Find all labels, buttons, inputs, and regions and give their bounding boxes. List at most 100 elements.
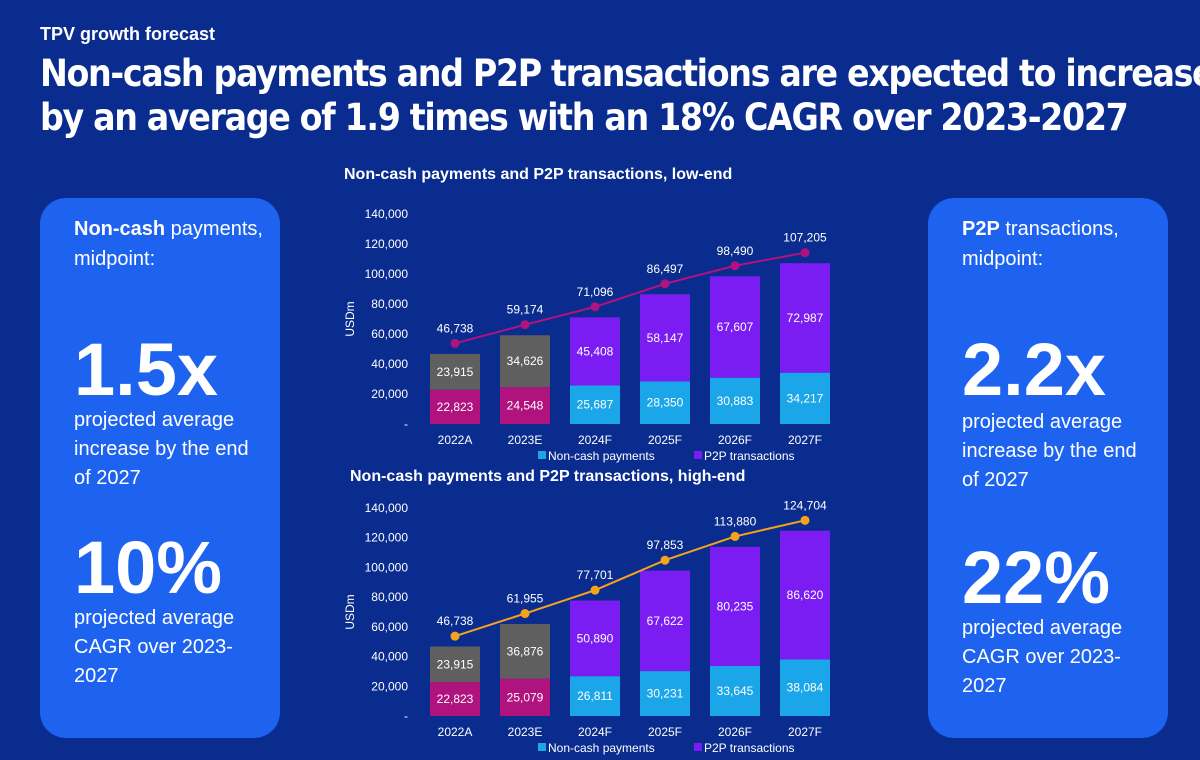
low-total-label: 46,738 bbox=[437, 321, 474, 335]
high-bar-noncash bbox=[710, 666, 760, 716]
high-ytick-label: 80,000 bbox=[371, 590, 408, 604]
high-legend-noncash-label: Non-cash payments bbox=[548, 741, 655, 755]
high-bar-p2p bbox=[780, 530, 830, 660]
high-bar-p2p bbox=[710, 546, 760, 667]
low-label-noncash: 30,883 bbox=[717, 394, 754, 408]
chart-title-low: Non-cash payments and P2P transactions, … bbox=[344, 166, 733, 183]
high-ytick-label: 20,000 bbox=[371, 679, 408, 693]
eyebrow: TPV growth forecast bbox=[40, 24, 216, 44]
high-bar-noncash bbox=[570, 676, 620, 716]
low-ytick-label: 80,000 bbox=[371, 297, 408, 311]
p2p-card-label-line2: midpoint: bbox=[962, 248, 1044, 270]
high-bar-noncash bbox=[430, 682, 480, 716]
low-legend-noncash-label: Non-cash payments bbox=[548, 449, 655, 463]
low-bar-noncash bbox=[500, 387, 550, 424]
high-label-p2p: 67,622 bbox=[647, 614, 684, 628]
low-label-p2p: 34,626 bbox=[507, 354, 544, 368]
high-label-p2p: 50,890 bbox=[577, 631, 614, 645]
noncash-card-label-bold: Non-cash bbox=[74, 218, 166, 240]
high-bar-p2p bbox=[500, 623, 550, 679]
low-total-point bbox=[800, 248, 810, 258]
high-legend-p2p-label: P2P transactions bbox=[704, 741, 795, 755]
high-category-label: 2025F bbox=[648, 725, 682, 739]
high-ytick-label: - bbox=[404, 709, 408, 723]
high-label-noncash: 33,645 bbox=[717, 684, 754, 698]
noncash-stat-cagr: 10% bbox=[74, 526, 223, 609]
low-category-label: 2024F bbox=[578, 433, 612, 447]
low-bar-p2p bbox=[430, 353, 480, 390]
low-ytick-label: 140,000 bbox=[365, 207, 409, 221]
low-bar-p2p bbox=[640, 294, 690, 382]
low-label-noncash: 28,350 bbox=[647, 396, 684, 410]
low-bar-noncash bbox=[710, 377, 760, 424]
low-label-p2p: 72,987 bbox=[787, 311, 824, 325]
low-total-point bbox=[450, 338, 460, 348]
low-bar-p2p bbox=[710, 276, 760, 378]
low-label-noncash: 34,217 bbox=[787, 391, 824, 405]
noncash-card-label-rest: payments, bbox=[165, 218, 263, 240]
low-label-p2p: 45,408 bbox=[577, 344, 614, 358]
low-total-point bbox=[520, 320, 530, 330]
noncash-stat-multiplier-desc: projected average increase by the end of… bbox=[74, 409, 249, 489]
low-category-label: 2022A bbox=[438, 433, 473, 447]
high-category-label: 2022A bbox=[438, 725, 473, 739]
p2p-stat-multiplier: 2.2x bbox=[962, 328, 1107, 411]
low-total-line bbox=[454, 251, 806, 345]
low-bar-p2p bbox=[570, 317, 620, 386]
high-ytick-label: 100,000 bbox=[365, 560, 409, 574]
high-category-label: 2024F bbox=[578, 725, 612, 739]
low-label-p2p: 67,607 bbox=[717, 320, 754, 334]
low-total-label: 59,174 bbox=[507, 303, 544, 317]
low-total-label: 107,205 bbox=[783, 231, 827, 245]
high-label-p2p: 80,235 bbox=[717, 599, 754, 613]
low-legend-p2p-label: P2P transactions bbox=[704, 449, 795, 463]
low-category-label: 2027F bbox=[788, 433, 822, 447]
high-bar-noncash bbox=[780, 659, 830, 716]
high-label-noncash: 22,823 bbox=[437, 692, 474, 706]
low-total-point bbox=[730, 261, 740, 271]
low-ytick-label: 100,000 bbox=[365, 267, 409, 281]
high-total-point bbox=[520, 609, 530, 619]
low-category-label: 2023E bbox=[508, 433, 543, 447]
p2p-card: P2P transactions, midpoint: 2.2x project… bbox=[928, 198, 1168, 738]
p2p-card-label-bold: P2P bbox=[962, 218, 1000, 240]
low-bar-p2p bbox=[780, 263, 830, 373]
high-label-noncash: 26,811 bbox=[577, 689, 613, 703]
low-ytick-label: 60,000 bbox=[371, 327, 408, 341]
high-label-noncash: 25,079 bbox=[507, 690, 544, 704]
low-legend-noncash-swatch bbox=[538, 451, 546, 459]
high-legend-p2p-swatch bbox=[694, 743, 702, 751]
low-label-noncash: 22,823 bbox=[437, 400, 474, 414]
high-ylabel: USDm bbox=[343, 594, 357, 629]
high-legend-noncash-swatch bbox=[538, 743, 546, 751]
headline-line-1: Non-cash payments and P2P transactions a… bbox=[40, 52, 1200, 95]
high-bar-noncash bbox=[500, 678, 550, 716]
noncash-stat-multiplier: 1.5x bbox=[74, 328, 219, 411]
noncash-stat-cagr-desc: projected average CAGR over 2023-2027 bbox=[74, 607, 235, 687]
p2p-stat-multiplier-desc: projected average increase by the end of… bbox=[962, 411, 1137, 491]
low-label-p2p: 58,147 bbox=[647, 331, 684, 345]
headline: Non-cash payments and P2P transactions a… bbox=[40, 52, 1200, 140]
noncash-card: Non-cash payments, midpoint: 1.5x projec… bbox=[40, 198, 280, 738]
low-category-label: 2025F bbox=[648, 433, 682, 447]
high-total-label: 46,738 bbox=[437, 614, 474, 628]
p2p-card-label: P2P transactions, midpoint: bbox=[962, 214, 1119, 274]
low-label-noncash: 24,548 bbox=[507, 399, 544, 413]
headline-line-2: by an average of 1.9 times with an 18% C… bbox=[40, 96, 1129, 139]
low-ytick-label: - bbox=[404, 417, 408, 431]
low-legend-p2p-swatch bbox=[694, 451, 702, 459]
low-label-p2p: 23,915 bbox=[437, 365, 474, 379]
low-bar-noncash bbox=[570, 385, 620, 424]
high-total-point bbox=[660, 555, 670, 565]
low-bar-noncash bbox=[780, 372, 830, 424]
low-ytick-label: 20,000 bbox=[371, 387, 408, 401]
high-total-point bbox=[800, 515, 810, 525]
high-ytick-label: 40,000 bbox=[371, 650, 408, 664]
high-category-label: 2023E bbox=[508, 725, 543, 739]
high-total-label: 124,704 bbox=[783, 498, 827, 512]
p2p-card-label-rest: transactions, bbox=[999, 218, 1119, 240]
high-total-label: 77,701 bbox=[577, 568, 614, 582]
chart-title-high: Non-cash payments and P2P transactions, … bbox=[350, 468, 746, 485]
high-category-label: 2027F bbox=[788, 725, 822, 739]
high-bar-noncash bbox=[640, 671, 690, 716]
